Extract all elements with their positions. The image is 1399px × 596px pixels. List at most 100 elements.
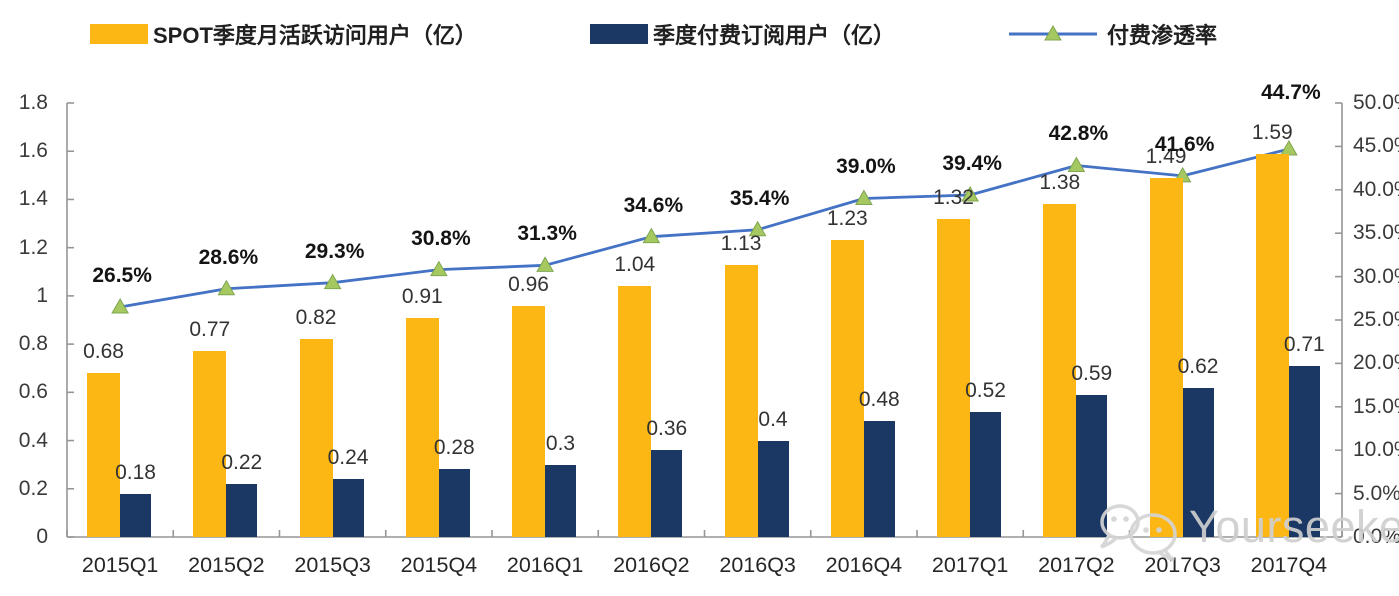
bar-subscribers-2015Q3 bbox=[332, 479, 364, 537]
mau-value-label: 0.91 bbox=[401, 284, 443, 308]
left-axis-tick-label: 1 bbox=[36, 283, 48, 307]
bar-mau-2015Q4 bbox=[405, 317, 439, 537]
right-axis-tick-label: 10.0% bbox=[1353, 438, 1399, 462]
right-axis-tick-label: 25.0% bbox=[1353, 308, 1399, 331]
subscribers-value-label: 0.52 bbox=[965, 378, 1006, 402]
penetration-pct-label: 26.5% bbox=[92, 263, 152, 287]
line-marker-swatch bbox=[1009, 24, 1097, 41]
bar-subscribers-2015Q4 bbox=[438, 469, 470, 537]
bar-subscribers-2016Q4 bbox=[863, 421, 895, 537]
bar-subscribers-2017Q3 bbox=[1182, 387, 1214, 537]
legend-item-mau: SPOT季度月活跃访问用户（亿） bbox=[90, 20, 477, 48]
subscribers-value-label: 0.36 bbox=[646, 417, 688, 441]
mau-value-label: 1.13 bbox=[720, 231, 762, 255]
subscribers-value-label: 0.22 bbox=[221, 450, 263, 474]
mau-value-label: 1.59 bbox=[1251, 120, 1293, 144]
x-axis-label-2015Q1: 2015Q1 bbox=[81, 553, 159, 577]
penetration-pct-label: 41.6% bbox=[1154, 132, 1215, 156]
watermark: Yourseeker bbox=[1093, 492, 1399, 562]
right-axis-tick-label: 50.0% bbox=[1353, 91, 1399, 114]
penetration-pct-label: 29.3% bbox=[304, 239, 365, 263]
x-axis-label-2017Q1: 2017Q1 bbox=[931, 553, 1009, 577]
bar-mau-2016Q2 bbox=[618, 286, 652, 537]
penetration-pct-label: 42.8% bbox=[1048, 122, 1109, 146]
bar-subscribers-2017Q4 bbox=[1288, 365, 1320, 537]
mau-value-label: 0.77 bbox=[189, 318, 231, 342]
bar-subscribers-2015Q2 bbox=[226, 483, 258, 537]
yellow-bar-swatch bbox=[90, 24, 148, 44]
x-axis-label-2017Q2: 2017Q2 bbox=[1038, 553, 1115, 577]
left-axis-tick-label: 0.2 bbox=[18, 476, 48, 500]
left-axis-tick-label: 1.6 bbox=[18, 139, 48, 163]
subscribers-value-label: 0.62 bbox=[1177, 354, 1219, 378]
bar-subscribers-2017Q2 bbox=[1076, 394, 1108, 537]
left-axis-tick-label: 1.2 bbox=[18, 235, 48, 259]
x-axis-label-2015Q3: 2015Q3 bbox=[294, 553, 371, 577]
x-axis-label-2016Q3: 2016Q3 bbox=[719, 553, 796, 577]
legend-label-mau: SPOT季度月活跃访问用户（亿） bbox=[153, 23, 477, 48]
mau-value-label: 1.38 bbox=[1039, 171, 1081, 195]
right-axis-tick-label: 5.0% bbox=[1353, 481, 1399, 505]
subscribers-value-label: 0.3 bbox=[545, 431, 576, 455]
bar-subscribers-2016Q1 bbox=[545, 464, 576, 537]
mau-value-label: 1.04 bbox=[614, 253, 656, 277]
navy-bar-swatch bbox=[590, 24, 648, 44]
bar-mau-2015Q1 bbox=[87, 373, 120, 537]
mau-value-label: 0.96 bbox=[508, 272, 549, 296]
penetration-pct-label: 31.3% bbox=[517, 222, 577, 246]
right-axis-tick-label: 35.0% bbox=[1353, 221, 1399, 245]
x-axis-label-2016Q2: 2016Q2 bbox=[613, 553, 690, 577]
penetration-pct-label: 35.4% bbox=[729, 186, 790, 210]
legend-label-penetration: 付费渗透率 bbox=[1107, 23, 1218, 48]
mau-value-label: 1.23 bbox=[826, 207, 868, 231]
bar-mau-2017Q2 bbox=[1043, 204, 1077, 537]
x-axis-label-2016Q1: 2016Q1 bbox=[506, 553, 584, 577]
x-axis-label-2017Q4: 2017Q4 bbox=[1250, 553, 1328, 577]
subscribers-value-label: 0.4 bbox=[758, 407, 788, 431]
right-axis-tick-label: 30.0% bbox=[1353, 264, 1399, 288]
left-axis-tick-label: 0.8 bbox=[18, 332, 48, 356]
watermark-text: Yourseeker bbox=[1189, 501, 1399, 552]
left-axis-tick-label: 1.8 bbox=[18, 91, 48, 114]
right-axis-tick-label: 15.0% bbox=[1353, 394, 1399, 418]
mau-value-label: 1.49 bbox=[1145, 144, 1187, 168]
bar-mau-2017Q3 bbox=[1149, 177, 1183, 537]
subscribers-value-label: 0.28 bbox=[433, 436, 475, 460]
right-axis-tick-label: 45.0% bbox=[1353, 134, 1399, 158]
bar-subscribers-2017Q1 bbox=[970, 411, 1001, 537]
bar-mau-2015Q3 bbox=[299, 339, 333, 537]
mau-value-label: 0.68 bbox=[83, 340, 124, 364]
x-axis-label-2017Q3: 2017Q3 bbox=[1144, 553, 1221, 577]
right-axis-tick-label: 40.0% bbox=[1353, 177, 1399, 201]
wechat-icon bbox=[1099, 504, 1177, 562]
bar-mau-2017Q1 bbox=[937, 218, 970, 537]
x-axis-label-2015Q4: 2015Q4 bbox=[400, 553, 478, 577]
x-axis-label-2016Q4: 2016Q4 bbox=[825, 553, 903, 577]
bar-subscribers-2016Q3 bbox=[757, 440, 789, 537]
legend-label-subscribers: 季度付费订阅用户（亿） bbox=[653, 23, 896, 48]
x-axis-label-2015Q2: 2015Q2 bbox=[188, 553, 265, 577]
left-axis-tick-label: 1.4 bbox=[18, 187, 48, 211]
mau-value-label: 1.32 bbox=[933, 185, 974, 209]
legend-item-subscribers: 季度付费订阅用户（亿） bbox=[590, 20, 895, 48]
bar-mau-2015Q2 bbox=[193, 351, 227, 537]
right-axis-tick-label: 20.0% bbox=[1353, 351, 1399, 375]
penetration-pct-label: 30.8% bbox=[411, 226, 471, 250]
bar-mau-2017Q4 bbox=[1255, 153, 1289, 537]
penetration-pct-label: 44.7% bbox=[1261, 81, 1321, 104]
bar-subscribers-2016Q2 bbox=[651, 450, 683, 537]
subscribers-value-label: 0.71 bbox=[1283, 332, 1325, 356]
subscribers-value-label: 0.18 bbox=[115, 460, 156, 484]
bar-mau-2016Q1 bbox=[512, 305, 545, 537]
left-axis-tick-label: 0 bbox=[36, 525, 48, 548]
penetration-pct-label: 39.0% bbox=[836, 155, 896, 179]
subscribers-value-label: 0.24 bbox=[327, 446, 369, 470]
right-axis-tick-label: 0.0% bbox=[1353, 525, 1399, 548]
left-axis-tick-label: 0.4 bbox=[18, 428, 48, 452]
penetration-pct-label: 28.6% bbox=[198, 245, 259, 269]
left-axis-tick-label: 0.6 bbox=[18, 380, 48, 404]
subscribers-value-label: 0.59 bbox=[1071, 361, 1113, 385]
subscribers-value-label: 0.48 bbox=[858, 388, 900, 412]
bar-mau-2016Q3 bbox=[724, 264, 758, 537]
